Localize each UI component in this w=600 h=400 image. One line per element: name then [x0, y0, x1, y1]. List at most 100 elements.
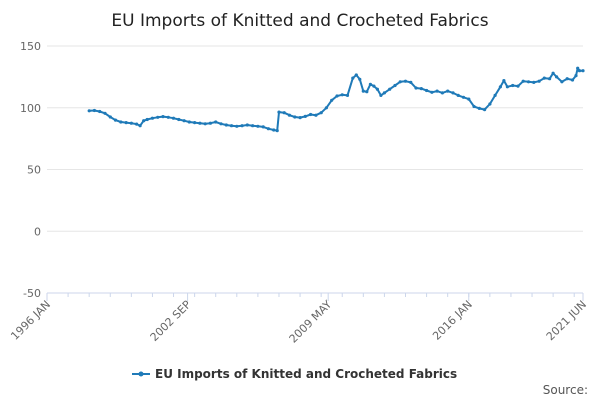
data-point: [472, 104, 476, 109]
data-point: [198, 121, 202, 125]
data-point: [219, 122, 223, 126]
x-tick-label: 2009 MAY: [287, 298, 335, 346]
data-point: [551, 71, 555, 75]
data-point: [293, 115, 297, 119]
data-point: [92, 108, 96, 113]
data-point: [224, 123, 228, 127]
data-point: [298, 116, 302, 120]
data-point: [461, 95, 466, 99]
data-point: [135, 122, 139, 126]
data-point: [150, 116, 154, 120]
data-point: [511, 83, 515, 88]
legend[interactable]: EU Imports of Knitted and Crocheted Fabr…: [132, 367, 457, 381]
data-point: [208, 121, 212, 125]
data-point: [521, 79, 525, 83]
data-point: [483, 108, 487, 112]
data-point: [203, 122, 207, 126]
legend-label: EU Imports of Knitted and Crocheted Fabr…: [155, 367, 457, 381]
x-tick-label: 2002 SEP: [148, 298, 194, 344]
data-point: [319, 111, 323, 115]
x-tick-label: 2021 JUN: [544, 298, 589, 343]
x-axis: 1996 JAN 2002 SEP 2009 MAY 2016 JAN 2021 JUN: [8, 292, 589, 346]
data-point: [361, 89, 365, 93]
data-point: [103, 111, 107, 115]
data-point: [129, 121, 133, 125]
data-point: [229, 124, 234, 128]
data-point: [537, 79, 541, 83]
data-point: [324, 106, 328, 110]
data-point: [345, 93, 350, 97]
data-point: [414, 86, 418, 90]
data-point: [266, 127, 270, 131]
data-point: [379, 93, 383, 97]
data-point: [256, 124, 260, 128]
data-point: [555, 75, 559, 79]
data-point: [516, 84, 520, 88]
y-tick-label: -50: [23, 287, 41, 300]
data-point: [451, 91, 455, 95]
data-point: [393, 83, 397, 88]
y-axis: 150 100 50 0 -50: [20, 40, 41, 300]
y-tick-label: 0: [34, 225, 41, 238]
data-point: [498, 85, 502, 89]
data-point: [309, 112, 313, 117]
data-point: [287, 113, 292, 117]
data-point: [570, 78, 575, 82]
y-tick-label: 100: [20, 102, 41, 115]
data-point: [542, 76, 546, 80]
data-point: [138, 124, 142, 128]
data-point: [467, 97, 471, 101]
data-point: [314, 113, 318, 117]
data-point: [282, 111, 286, 115]
legend-marker: [138, 371, 144, 377]
data-point: [388, 87, 392, 91]
data-point: [419, 87, 423, 91]
data-point: [108, 115, 112, 119]
data-point: [245, 123, 249, 127]
data-point: [456, 93, 460, 97]
data-point: [446, 89, 450, 93]
data-point: [182, 119, 186, 123]
data-point: [330, 98, 334, 102]
data-point: [145, 117, 149, 122]
data-point: [335, 94, 339, 98]
data-point: [548, 77, 552, 81]
data-point: [261, 125, 265, 129]
data-point: [98, 109, 102, 114]
data-point: [161, 115, 165, 119]
data-point: [171, 116, 176, 120]
data-point: [526, 80, 531, 84]
data-point: [365, 90, 369, 94]
x-tick-label: 1996 JAN: [8, 298, 53, 343]
data-point: [477, 106, 481, 110]
data-point: [358, 77, 362, 81]
data-point: [581, 69, 585, 73]
data-point: [275, 129, 279, 133]
data-point: [156, 115, 160, 119]
data-point: [351, 76, 355, 80]
data-point: [382, 91, 386, 95]
data-point: [430, 90, 434, 94]
data-point: [505, 85, 509, 89]
data-point: [532, 80, 536, 84]
data-point: [124, 121, 128, 125]
source-label: Source:: [543, 383, 588, 397]
data-point: [565, 77, 569, 81]
data-point: [193, 121, 197, 125]
data-point: [240, 124, 244, 128]
data-point: [166, 115, 170, 119]
x-tick-label: 2016 JAN: [430, 298, 475, 343]
data-point: [277, 110, 281, 114]
y-tick-label: 150: [20, 40, 41, 53]
data-point: [502, 79, 506, 83]
data-point: [251, 124, 255, 128]
data-point: [577, 69, 582, 73]
data-point: [576, 66, 580, 70]
data-point: [119, 120, 123, 124]
data-point: [493, 93, 497, 97]
data-point: [142, 119, 146, 123]
data-point: [409, 80, 413, 84]
chart-title: EU Imports of Knitted and Crocheted Fabr…: [111, 11, 488, 31]
data-point: [303, 114, 307, 118]
